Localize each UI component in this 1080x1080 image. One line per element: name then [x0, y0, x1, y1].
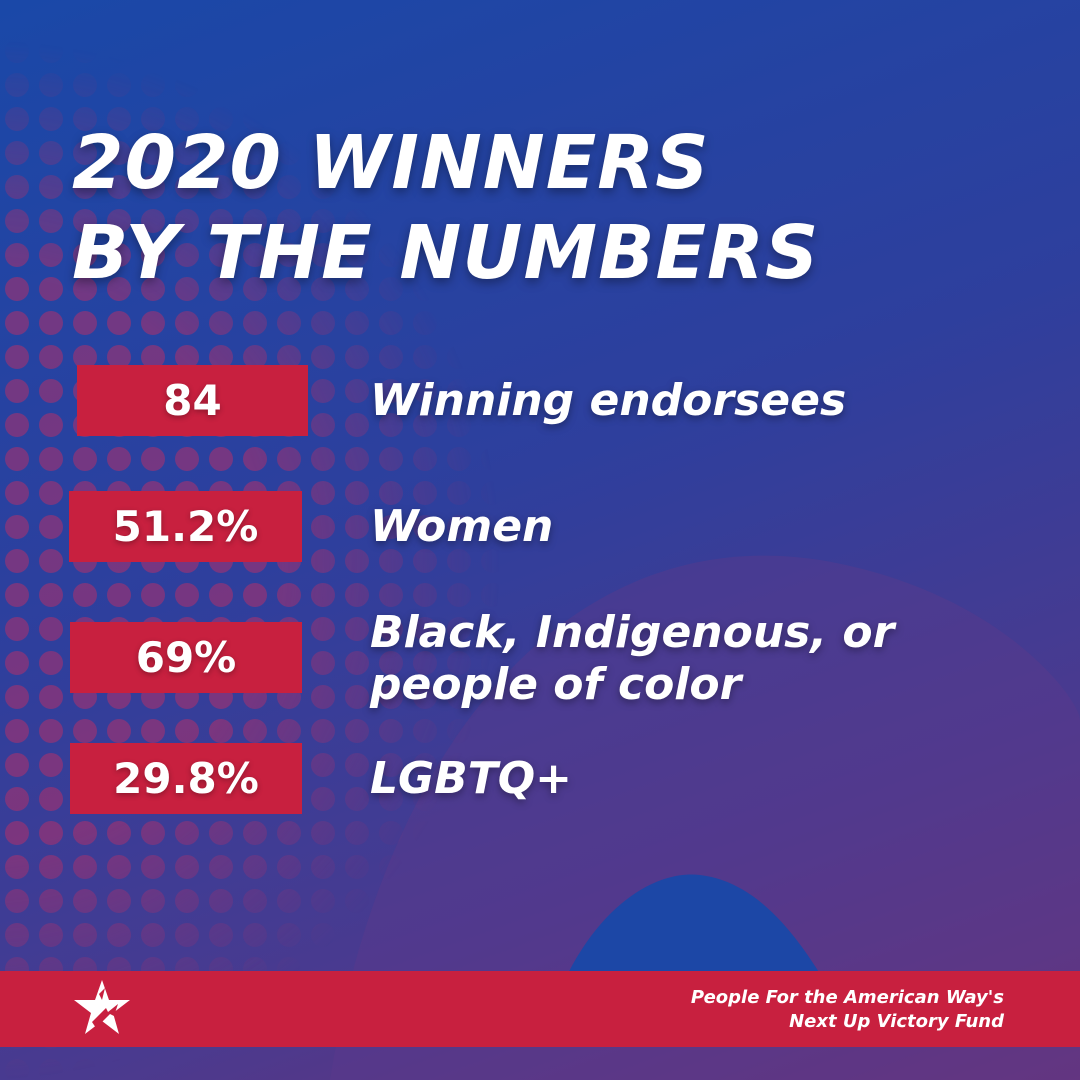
- footer-line-2: Next Up Victory Fund: [789, 1011, 1004, 1032]
- title-line-2: BY THE NUMBERS: [72, 210, 820, 296]
- page-title: 2020 WINNERS BY THE NUMBERS: [72, 118, 819, 298]
- stat-label-endorsees: Winning endorsees: [370, 375, 847, 426]
- footer-organization: People For the American Way's Next Up Vi…: [691, 986, 1004, 1034]
- footer-line-1: People For the American Way's: [690, 987, 1004, 1008]
- stat-label-lgbtq: LGBTQ+: [370, 753, 572, 804]
- stat-label-women: Women: [370, 501, 554, 552]
- footer-bar: People For the American Way's Next Up Vi…: [0, 971, 1080, 1047]
- stat-value-women: 51.2%: [69, 491, 302, 562]
- stat-label-bipoc: Black, Indigenous, or people of color: [370, 607, 894, 711]
- title-line-1: 2020 WINNERS: [72, 120, 710, 206]
- stat-value-bipoc: 69%: [70, 622, 302, 693]
- stat-label-bipoc-line-2: people of color: [370, 659, 742, 710]
- stat-label-bipoc-line-1: Black, Indigenous, or: [370, 607, 895, 658]
- stat-value-endorsees: 84: [77, 365, 308, 436]
- star-logo-icon: [74, 980, 130, 1034]
- stat-value-lgbtq: 29.8%: [70, 743, 302, 814]
